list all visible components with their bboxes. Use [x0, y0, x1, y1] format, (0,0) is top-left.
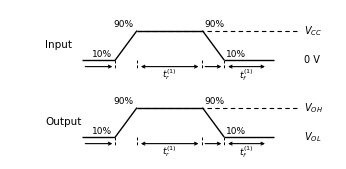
Text: 90%: 90%: [113, 96, 134, 106]
Text: 90%: 90%: [204, 96, 225, 106]
Text: 10%: 10%: [92, 127, 112, 136]
Text: Input: Input: [45, 40, 72, 50]
Text: 10%: 10%: [226, 127, 246, 136]
Text: $t_r^{(1)}$: $t_r^{(1)}$: [162, 67, 177, 82]
Text: $t_r^{(1)}$: $t_r^{(1)}$: [162, 144, 177, 159]
Text: $V_{OH}$: $V_{OH}$: [304, 101, 323, 115]
Text: $V_{CC}$: $V_{CC}$: [304, 24, 322, 38]
Text: $V_{OL}$: $V_{OL}$: [304, 130, 321, 144]
Text: 10%: 10%: [92, 50, 112, 59]
Text: Output: Output: [45, 117, 82, 127]
Text: $t_f^{(1)}$: $t_f^{(1)}$: [239, 144, 253, 160]
Text: 90%: 90%: [113, 20, 134, 29]
Text: 90%: 90%: [204, 20, 225, 29]
Text: 0 V: 0 V: [304, 55, 320, 65]
Text: $t_f^{(1)}$: $t_f^{(1)}$: [239, 67, 253, 83]
Text: 10%: 10%: [226, 50, 246, 59]
